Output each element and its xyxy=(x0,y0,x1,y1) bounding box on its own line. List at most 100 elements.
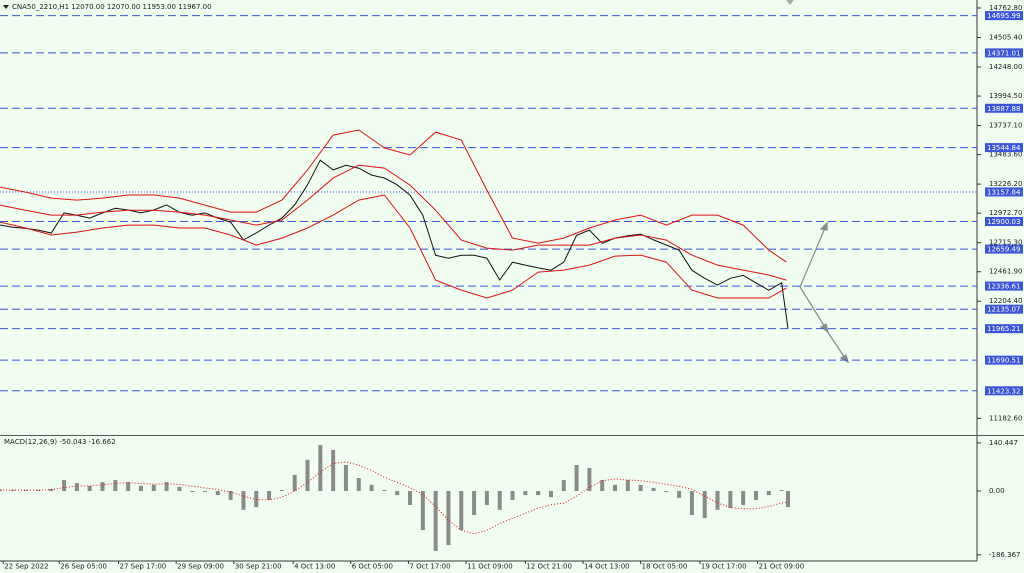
y-tick-label: 12715.30 xyxy=(989,239,1022,247)
histogram-bar xyxy=(87,485,92,492)
histogram-bar xyxy=(241,491,246,510)
histogram-bar xyxy=(625,480,630,492)
histogram-bar xyxy=(497,491,502,510)
level-label: 14695.99 xyxy=(987,12,1020,20)
histogram-bar xyxy=(267,491,272,500)
x-tick-label: 14 Oct 13:00 xyxy=(584,563,630,571)
histogram-bar xyxy=(753,491,758,500)
histogram-bar xyxy=(215,491,220,496)
y-tick-label: 13483.60 xyxy=(989,151,1022,159)
histogram-bar xyxy=(446,491,451,546)
level-label-box xyxy=(985,304,1023,314)
histogram-bar xyxy=(587,468,592,492)
histogram-bar xyxy=(203,491,208,493)
histogram-bar xyxy=(715,491,720,510)
histogram-bar xyxy=(651,487,656,492)
level-label-box xyxy=(985,103,1023,113)
histogram-bar xyxy=(408,491,413,506)
histogram-bar xyxy=(62,480,67,492)
x-tick-label: 29 Sep 09:00 xyxy=(177,563,224,571)
indicator-title: MACD(12,26,9) -50.043 -16.662 xyxy=(4,438,116,446)
x-tick-label: 30 Sep 21:00 xyxy=(235,563,282,571)
x-tick-label: 26 Sep 05:00 xyxy=(60,563,107,571)
series-line xyxy=(0,461,789,535)
histogram-bar xyxy=(484,491,489,506)
histogram-bar xyxy=(74,483,79,492)
y-tick-label: 14505.40 xyxy=(989,33,1022,41)
level-label: 11965.21 xyxy=(987,325,1020,333)
histogram-bar xyxy=(318,445,323,492)
histogram-bar xyxy=(36,489,41,492)
histogram-bar xyxy=(459,491,464,531)
histogram-bar xyxy=(613,484,618,492)
level-label-box xyxy=(985,217,1023,227)
histogram-bar xyxy=(728,491,733,509)
histogram-bar xyxy=(164,482,169,492)
level-label-box xyxy=(985,187,1023,197)
histogram-bar xyxy=(472,491,477,515)
histogram-bar xyxy=(638,484,643,492)
histogram-bar xyxy=(228,491,233,500)
histogram-bar xyxy=(190,491,195,493)
level-label-box xyxy=(985,143,1023,153)
histogram-bar xyxy=(177,486,182,492)
level-label-box xyxy=(985,48,1023,58)
histogram-bar xyxy=(523,491,528,496)
histogram-bar xyxy=(741,491,746,506)
series-line xyxy=(0,194,787,299)
y-tick-label: 13226.20 xyxy=(989,180,1022,188)
x-tick-label: 27 Sep 17:00 xyxy=(120,563,167,571)
histogram-bar xyxy=(600,480,605,492)
x-tick-label: 18 Oct 05:00 xyxy=(642,563,688,571)
histogram-bar xyxy=(331,449,336,492)
y-tick-label: 0.00 xyxy=(989,487,1005,495)
series-line xyxy=(0,164,787,281)
histogram-bar xyxy=(126,482,131,492)
y-tick-label: 13737.10 xyxy=(989,122,1022,130)
histogram-bar xyxy=(433,491,438,551)
histogram-bar xyxy=(689,491,694,515)
level-label: 11690.51 xyxy=(987,357,1020,365)
level-label-box xyxy=(985,244,1023,254)
y-tick-label: 140.447 xyxy=(989,439,1018,447)
x-tick-label: 21 Oct 09:00 xyxy=(759,563,805,571)
histogram-bar xyxy=(702,491,707,519)
level-label: 12135.07 xyxy=(987,306,1020,314)
level-label: 13157.84 xyxy=(987,188,1021,196)
y-tick-label: 12204.40 xyxy=(989,297,1022,305)
histogram-bar xyxy=(369,484,374,492)
histogram-bar xyxy=(779,489,784,492)
histogram-bar xyxy=(23,489,28,492)
histogram-bar xyxy=(100,482,105,492)
level-label-box xyxy=(985,281,1023,291)
level-label: 12336.61 xyxy=(987,283,1020,291)
series-line xyxy=(0,129,787,263)
level-label-box xyxy=(985,11,1023,21)
histogram-bar xyxy=(292,474,297,492)
histogram-bar xyxy=(356,477,361,492)
level-label: 13544.84 xyxy=(987,144,1021,152)
histogram-bar xyxy=(766,491,771,496)
histogram-bar xyxy=(786,491,791,508)
shift-marker xyxy=(786,0,794,5)
x-tick-label: 22 Sep 2022 xyxy=(4,563,48,571)
y-tick-label: 11182.60 xyxy=(989,414,1022,422)
chart-title: CNA50_2210,H1 12070.00 12070.00 11953.00… xyxy=(12,3,212,11)
x-tick-label: 19 Oct 17:00 xyxy=(701,563,747,571)
level-label-box xyxy=(985,355,1023,365)
histogram-bar xyxy=(254,491,259,508)
y-tick-label: 12461.90 xyxy=(989,268,1022,276)
level-label-box xyxy=(985,386,1023,396)
histogram-bar xyxy=(536,491,541,496)
histogram-bar xyxy=(420,491,425,531)
series-line xyxy=(0,159,789,329)
dropdown-icon[interactable] xyxy=(3,5,9,9)
level-label-box xyxy=(985,324,1023,334)
histogram-bar xyxy=(113,480,118,492)
x-tick-label: 4 Oct 13:00 xyxy=(294,563,335,571)
histogram-bar xyxy=(677,491,682,498)
y-tick-label: -186.367 xyxy=(989,551,1020,559)
y-tick-label: 14762.80 xyxy=(989,4,1022,12)
y-tick-label: 13994.50 xyxy=(989,92,1022,100)
